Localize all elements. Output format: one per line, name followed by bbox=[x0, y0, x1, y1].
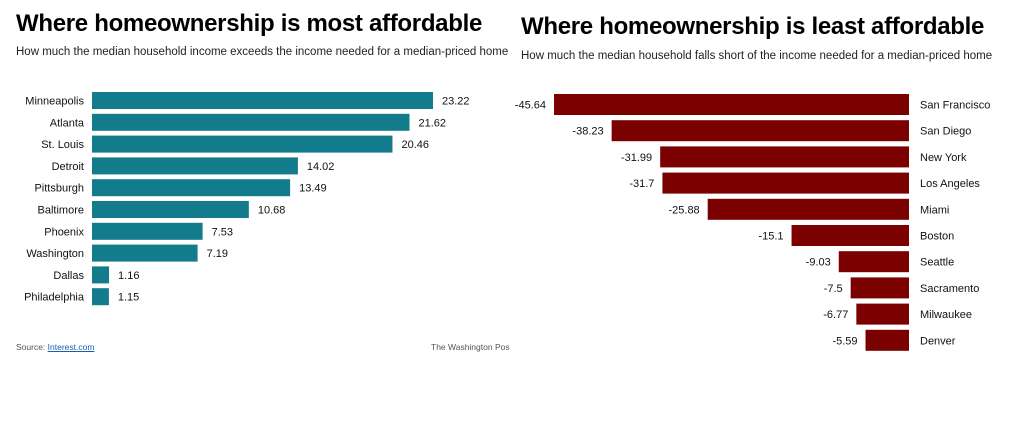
left-chart-panel: Where homeownership is most affordable H… bbox=[16, 10, 510, 352]
value-label-boston: -15.1 bbox=[758, 231, 783, 243]
source-label: Source: bbox=[16, 342, 46, 352]
category-label-dallas: Dallas bbox=[53, 270, 84, 282]
value-label-dallas: 1.16 bbox=[118, 270, 139, 282]
right-chart-title: Where homeownership is least affordable bbox=[521, 13, 985, 40]
unaffordable-bar-chart: -45.64 San Francisco -38.23 San Diego -31.99… bbox=[515, 94, 990, 351]
category-label-seattle: Seattle bbox=[920, 257, 954, 269]
category-label-new-york: New York bbox=[920, 152, 967, 164]
value-label-washington: 7.19 bbox=[207, 248, 228, 260]
bar-san-diego bbox=[611, 120, 909, 142]
bar-seattle bbox=[838, 251, 909, 273]
category-label-los-angeles: Los Angeles bbox=[920, 178, 980, 190]
value-label-phoenix: 7.53 bbox=[212, 226, 233, 238]
category-label-pittsburgh: Pittsburgh bbox=[34, 183, 84, 195]
bar-atlanta bbox=[92, 113, 410, 131]
affordable-bar-chart: Minneapolis 23.22 Atlanta 21.62 St. Louis 20.… bbox=[24, 92, 470, 306]
bar-phoenix bbox=[92, 222, 203, 240]
category-label-san-francisco: San Francisco bbox=[920, 100, 990, 112]
category-label-sacramento: Sacramento bbox=[920, 283, 979, 295]
category-label-milwaukee: Milwaukee bbox=[920, 309, 972, 321]
category-label-minneapolis: Minneapolis bbox=[25, 96, 84, 108]
value-label-milwaukee: -6.77 bbox=[823, 309, 848, 321]
value-label-sacramento: -7.5 bbox=[824, 283, 843, 295]
bar-philadelphia bbox=[92, 288, 109, 306]
value-label-minneapolis: 23.22 bbox=[442, 96, 470, 108]
bar-baltimore bbox=[92, 201, 249, 218]
value-label-denver: -5.59 bbox=[832, 335, 857, 347]
bar-pittsburgh bbox=[92, 179, 291, 197]
category-label-washington: Washington bbox=[26, 248, 84, 260]
category-label-baltimore: Baltimore bbox=[38, 205, 84, 217]
credit-text: The Washington Pos bbox=[431, 342, 510, 352]
value-label-new-york: -31.99 bbox=[621, 152, 652, 164]
category-label-miami: Miami bbox=[920, 204, 949, 216]
bar-st-louis bbox=[92, 135, 393, 153]
category-label-st-louis: St. Louis bbox=[41, 139, 84, 151]
bar-detroit bbox=[92, 157, 298, 175]
left-chart-subtitle: How much the median household income exc… bbox=[16, 46, 509, 58]
bar-new-york bbox=[660, 146, 909, 168]
value-label-miami: -25.88 bbox=[668, 204, 699, 216]
value-label-philadelphia: 1.15 bbox=[118, 292, 139, 304]
source-link[interactable]: Interest.com bbox=[47, 342, 95, 352]
value-label-san-francisco: -45.64 bbox=[515, 100, 546, 112]
bar-milwaukee bbox=[856, 303, 909, 325]
category-label-phoenix: Phoenix bbox=[44, 226, 84, 238]
value-label-detroit: 14.02 bbox=[307, 161, 335, 173]
value-label-st-louis: 20.46 bbox=[401, 139, 429, 151]
category-label-boston: Boston bbox=[920, 231, 954, 243]
bar-los-angeles bbox=[662, 172, 909, 194]
left-chart-title: Where homeownership is most affordable bbox=[16, 10, 483, 37]
category-label-philadelphia: Philadelphia bbox=[24, 292, 85, 304]
right-chart-panel: Where homeownership is least affordable … bbox=[515, 0, 1024, 431]
category-label-detroit: Detroit bbox=[52, 161, 84, 173]
bar-denver bbox=[865, 329, 909, 351]
bar-washington bbox=[92, 244, 198, 262]
bar-minneapolis bbox=[92, 92, 433, 109]
value-label-pittsburgh: 13.49 bbox=[299, 183, 327, 195]
value-label-atlanta: 21.62 bbox=[419, 117, 447, 129]
category-label-atlanta: Atlanta bbox=[50, 117, 85, 129]
value-label-seattle: -9.03 bbox=[806, 257, 831, 269]
category-label-san-diego: San Diego bbox=[920, 126, 971, 138]
value-label-san-diego: -38.23 bbox=[572, 126, 603, 138]
value-label-los-angeles: -31.7 bbox=[629, 178, 654, 190]
source-line: Source: Interest.com bbox=[16, 342, 94, 352]
bar-sacramento bbox=[850, 277, 909, 299]
bar-miami bbox=[707, 198, 909, 220]
value-label-baltimore: 10.68 bbox=[258, 205, 286, 217]
category-label-denver: Denver bbox=[920, 335, 956, 347]
bar-boston bbox=[791, 225, 909, 246]
bar-san-francisco bbox=[554, 94, 909, 115]
bar-dallas bbox=[92, 266, 110, 284]
right-chart-subtitle: How much the median household falls shor… bbox=[521, 50, 993, 62]
